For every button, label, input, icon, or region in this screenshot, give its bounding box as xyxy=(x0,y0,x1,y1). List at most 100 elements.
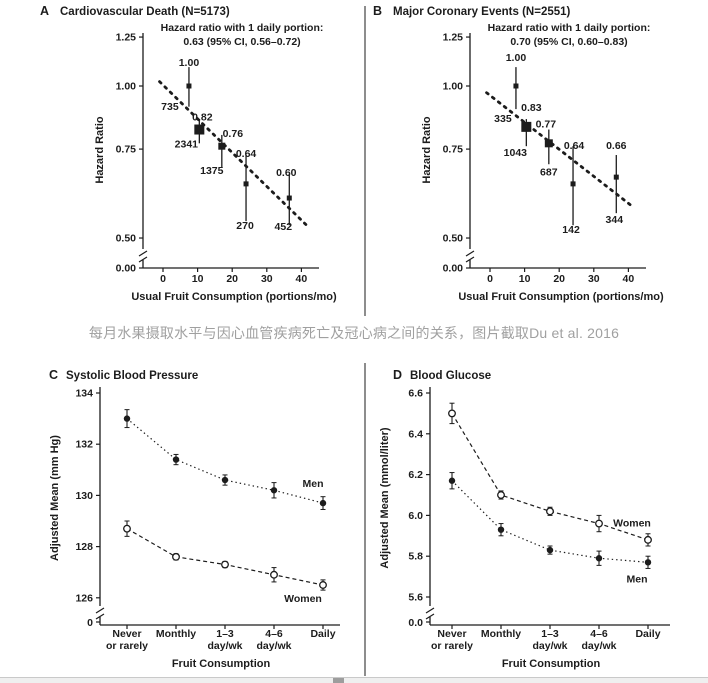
x-tick-label: day/wk xyxy=(532,640,567,652)
x-tick-label: day/wk xyxy=(256,640,291,652)
x-tick-label: or rarely xyxy=(431,640,473,652)
trend-line xyxy=(485,91,635,209)
axis-break-mask xyxy=(140,249,146,260)
hr-point-marker xyxy=(513,83,519,89)
x-tick-label: Never xyxy=(437,628,466,640)
x-tick-label: 10 xyxy=(192,273,204,285)
panel-letter: C xyxy=(49,368,58,382)
y-tick-label: 6.0 xyxy=(408,510,423,522)
hazard-annotation: Hazard ratio with 1 daily portion: xyxy=(161,22,324,34)
data-point-open xyxy=(221,560,229,569)
panel-title: Blood Glucose xyxy=(410,370,491,382)
y-tick-label: 5.8 xyxy=(408,551,423,563)
hr-point-marker xyxy=(286,195,292,201)
axis-break-mark xyxy=(95,607,105,614)
x-tick-label: 4–6 xyxy=(590,628,608,640)
hr-value-label: 0.82 xyxy=(192,112,213,124)
data-point-filled xyxy=(221,476,229,484)
panel-letter: A xyxy=(40,4,49,18)
hr-value-label: 0.64 xyxy=(236,148,257,160)
axis-break-mark xyxy=(465,250,475,257)
hr-point-marker xyxy=(544,139,553,148)
hr-point-marker xyxy=(570,181,576,187)
hr-point-marker xyxy=(194,124,205,135)
x-axis-title: Fruit Consumption xyxy=(172,658,271,670)
data-point-open xyxy=(595,519,603,528)
hr-value-label: 0.83 xyxy=(521,102,542,114)
y-tick-label: 0.75 xyxy=(443,144,464,156)
data-point-open xyxy=(319,581,327,589)
hr-value-label: 0.60 xyxy=(276,167,297,179)
y-axis-title: Hazard Ratio xyxy=(94,116,106,184)
hr-value-label: 1.00 xyxy=(506,52,527,64)
y-tick-label: 1.25 xyxy=(116,32,137,44)
data-point-open xyxy=(546,507,554,516)
hr-point-marker xyxy=(613,174,619,180)
panel-title: Cardiovascular Death (N=5173) xyxy=(60,6,230,18)
x-tick-label: 40 xyxy=(296,273,308,285)
data-point-filled xyxy=(123,415,131,422)
x-axis-title: Usual Fruit Consumption (portions/mo) xyxy=(458,291,664,303)
hr-value-label: 0.77 xyxy=(536,118,557,130)
data-point-open xyxy=(172,552,180,561)
data-point-filled xyxy=(172,456,180,463)
trend-line xyxy=(158,80,308,227)
hazard-annotation: 0.63 (95% CI, 0.56–0.72) xyxy=(183,36,300,48)
panel-title: Major Coronary Events (N=2551) xyxy=(393,6,571,18)
x-tick-label: 10 xyxy=(519,273,531,285)
hr-point-marker xyxy=(243,181,249,187)
panel-b: B Major Coronary Events (N=2551) 1.25 1.00 0… xyxy=(373,4,664,303)
y-tick-label: 6.4 xyxy=(408,428,423,440)
data-point-open xyxy=(123,524,131,533)
x-tick-label: 20 xyxy=(553,273,565,285)
x-tick-label: 30 xyxy=(261,273,273,285)
axis-break-mark xyxy=(425,613,435,620)
n-count-label: 142 xyxy=(562,224,580,236)
figure-caption: 每月水果摄取水平与因心血管疾病死亡及冠心病之间的关系，图片截取Du et al.… xyxy=(88,325,620,341)
series-line-women xyxy=(126,528,324,586)
x-tick-label: Never xyxy=(112,628,141,640)
y-tick-label: 130 xyxy=(75,490,93,502)
x-tick-label: or rarely xyxy=(106,640,148,652)
bottom-edge-strip xyxy=(0,677,708,683)
data-point-open xyxy=(497,491,505,499)
hr-value-label: 1.00 xyxy=(179,57,200,69)
y-tick-label: 0.75 xyxy=(116,144,137,156)
x-tick-label: 20 xyxy=(226,273,238,285)
y-tick-label: 0.50 xyxy=(443,233,464,245)
panel-letter: B xyxy=(373,4,382,18)
x-tick-label: Daily xyxy=(635,628,660,640)
x-tick-label: 30 xyxy=(588,273,600,285)
series-label-men: Men xyxy=(627,573,648,585)
x-tick-label: 0 xyxy=(160,273,166,285)
y-zero-label: 0.00 xyxy=(116,263,137,275)
n-count-label: 1375 xyxy=(200,165,224,177)
axis-break-mask xyxy=(97,606,103,617)
y-zero-label: 0 xyxy=(87,617,93,629)
y-tick-label: 6.6 xyxy=(408,388,423,400)
series-label-women: Women xyxy=(613,518,651,530)
axis-break-mask xyxy=(467,249,473,260)
y-tick-label: 1.00 xyxy=(116,81,137,93)
data-point-filled xyxy=(319,499,327,507)
data-point-open xyxy=(644,535,652,544)
axis-break-mark xyxy=(95,613,105,620)
y-axis-title: Adjusted Mean (mm Hg) xyxy=(49,435,61,561)
panel-c: C Systolic Blood Pressure 134 132 130 128 126 0… xyxy=(49,368,340,670)
y-zero-label: 0.00 xyxy=(443,263,464,275)
data-point-filled xyxy=(497,526,505,533)
axis-break-mark xyxy=(138,256,148,263)
x-tick-label: Daily xyxy=(310,628,335,640)
hr-point-marker xyxy=(218,142,226,150)
axis-break-mask xyxy=(427,606,433,617)
series-label-women: Women xyxy=(284,593,322,605)
data-point-open xyxy=(448,409,456,418)
bottom-edge-notch xyxy=(333,678,344,683)
x-axis-title: Fruit Consumption xyxy=(502,658,601,670)
series-label-men: Men xyxy=(303,478,324,490)
n-count-label: 1043 xyxy=(504,147,528,159)
n-count-label: 687 xyxy=(540,166,558,178)
panel-letter: D xyxy=(393,368,402,382)
n-count-label: 270 xyxy=(236,220,254,232)
